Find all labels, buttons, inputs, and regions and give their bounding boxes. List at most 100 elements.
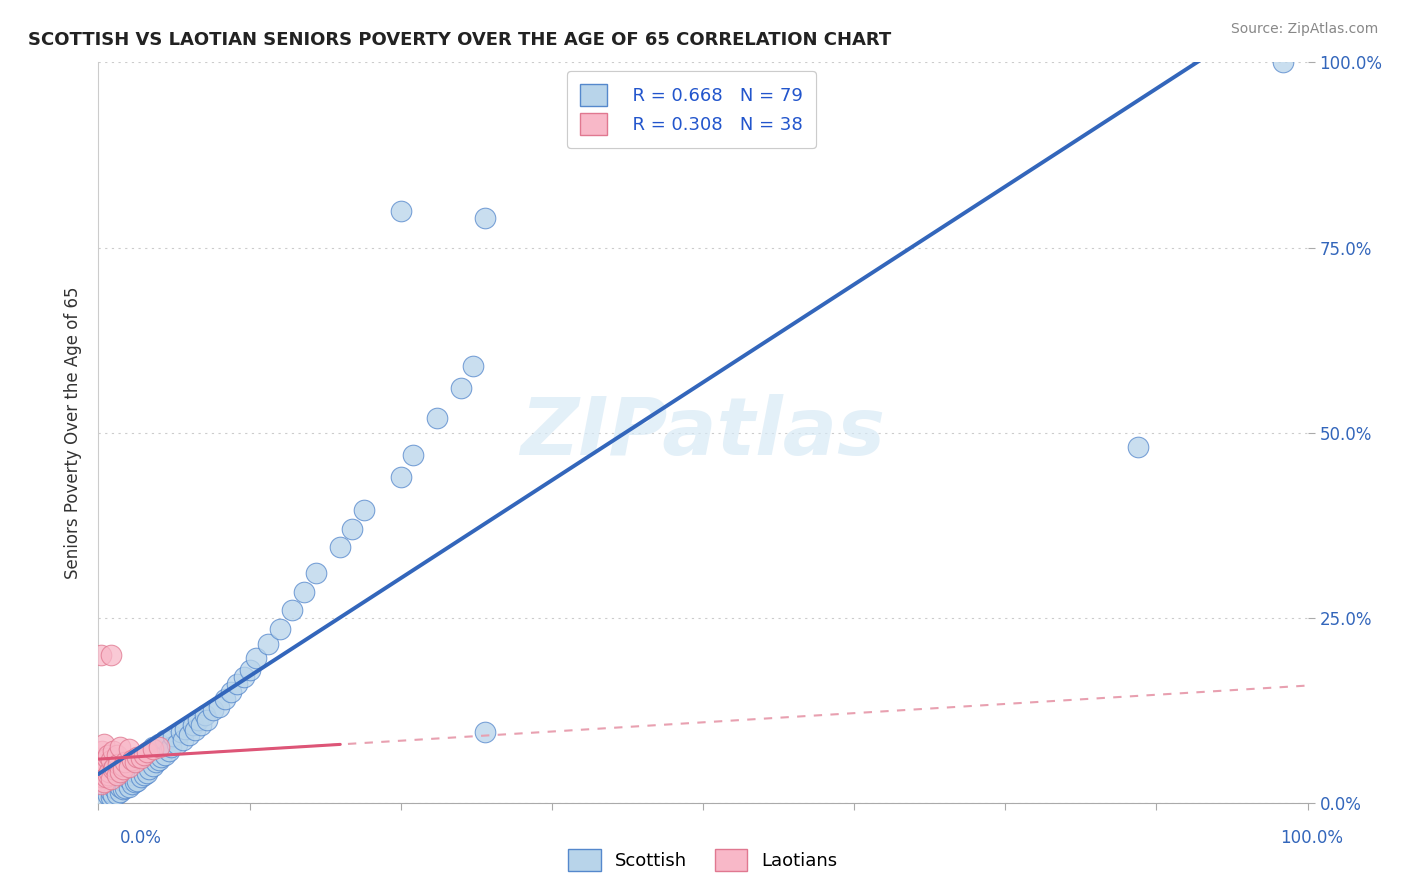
Point xyxy=(134,767,156,781)
Point xyxy=(142,758,165,772)
Point xyxy=(202,703,225,717)
Point xyxy=(98,764,121,779)
Point xyxy=(138,744,160,758)
Point xyxy=(305,566,328,581)
Point xyxy=(100,753,122,767)
Point xyxy=(108,785,131,799)
Point xyxy=(108,780,131,794)
Point xyxy=(111,763,134,777)
Point xyxy=(96,751,118,765)
Point xyxy=(124,775,146,789)
Point xyxy=(153,747,176,762)
Point xyxy=(329,541,352,555)
Point xyxy=(389,470,412,484)
Point xyxy=(124,764,146,779)
Point xyxy=(281,603,304,617)
Point xyxy=(129,751,152,765)
Point xyxy=(148,753,170,767)
Point xyxy=(127,750,149,764)
Point xyxy=(194,708,217,723)
Point xyxy=(118,772,141,786)
Text: SCOTTISH VS LAOTIAN SENIORS POVERTY OVER THE AGE OF 65 CORRELATION CHART: SCOTTISH VS LAOTIAN SENIORS POVERTY OVER… xyxy=(28,31,891,49)
Point xyxy=(111,773,134,788)
Text: 0.0%: 0.0% xyxy=(120,829,162,847)
Text: ZIPatlas: ZIPatlas xyxy=(520,393,886,472)
Point xyxy=(100,772,122,786)
Point xyxy=(239,663,262,677)
Point xyxy=(97,789,120,803)
Point xyxy=(100,648,122,662)
Point xyxy=(134,751,156,765)
Point xyxy=(474,725,496,739)
Point xyxy=(87,751,110,765)
Point xyxy=(174,722,197,736)
Point xyxy=(107,757,129,772)
Point xyxy=(111,758,134,772)
Point xyxy=(87,773,110,788)
Text: 100.0%: 100.0% xyxy=(1279,829,1343,847)
Point xyxy=(162,729,184,743)
Point xyxy=(172,732,194,747)
Point xyxy=(195,713,218,727)
Point xyxy=(118,780,141,794)
Point xyxy=(114,780,136,795)
Point xyxy=(160,740,183,755)
Point xyxy=(226,677,249,691)
Point xyxy=(474,211,496,225)
Point xyxy=(105,777,128,791)
Point xyxy=(135,766,157,780)
Point xyxy=(169,725,191,739)
Point xyxy=(256,637,278,651)
Point xyxy=(157,744,180,758)
Point xyxy=(353,503,375,517)
Point xyxy=(150,750,173,764)
Point xyxy=(93,775,115,789)
Point xyxy=(90,648,112,662)
Point xyxy=(127,773,149,788)
Point xyxy=(187,713,209,727)
Point xyxy=(91,744,114,758)
Point xyxy=(100,785,122,799)
Point xyxy=(190,718,212,732)
Point xyxy=(101,789,124,803)
Point xyxy=(181,718,204,732)
Point xyxy=(91,766,114,780)
Point xyxy=(100,789,122,804)
Point xyxy=(105,747,128,762)
Point xyxy=(179,728,201,742)
Point xyxy=(148,740,170,755)
Point xyxy=(103,780,125,795)
Point xyxy=(245,651,267,665)
Point xyxy=(105,787,128,801)
Point xyxy=(135,747,157,762)
Point xyxy=(105,767,128,781)
Point xyxy=(1272,55,1295,70)
Point xyxy=(292,584,315,599)
Point xyxy=(184,723,207,738)
Point xyxy=(145,755,167,769)
Point xyxy=(142,742,165,756)
Y-axis label: Seniors Poverty Over the Age of 65: Seniors Poverty Over the Age of 65 xyxy=(65,286,83,579)
Point xyxy=(90,777,112,791)
Point xyxy=(129,755,152,769)
Point xyxy=(450,381,472,395)
Point xyxy=(426,410,449,425)
Point xyxy=(148,737,170,751)
Point xyxy=(402,448,425,462)
Point xyxy=(166,737,188,751)
Point xyxy=(93,792,115,806)
Point xyxy=(91,770,114,784)
Point xyxy=(93,737,115,751)
Point xyxy=(121,777,143,791)
Point xyxy=(1128,441,1150,455)
Point xyxy=(118,742,141,756)
Point xyxy=(142,740,165,755)
Point xyxy=(129,770,152,784)
Point xyxy=(121,767,143,781)
Legend:   R = 0.668   N = 79,   R = 0.308   N = 38: R = 0.668 N = 79, R = 0.308 N = 38 xyxy=(567,71,815,148)
Point xyxy=(134,747,156,762)
Point xyxy=(124,755,146,769)
Text: Source: ZipAtlas.com: Source: ZipAtlas.com xyxy=(1230,22,1378,37)
Point xyxy=(114,755,136,769)
Point xyxy=(101,744,124,758)
